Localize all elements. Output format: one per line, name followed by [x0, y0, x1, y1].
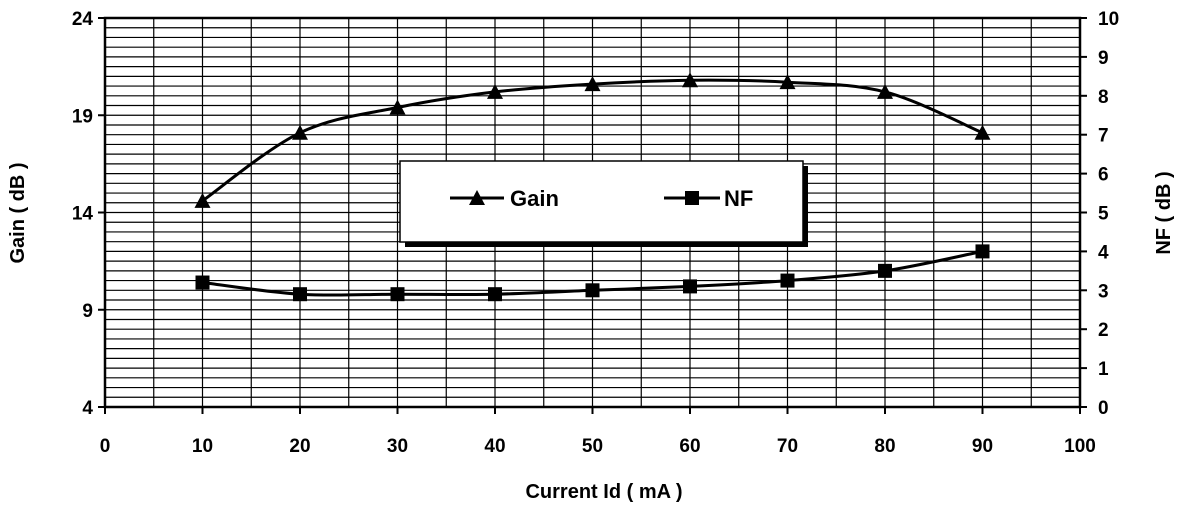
y-tick-label: 9 — [82, 301, 93, 322]
y-axis-title: Gain ( dB ) — [7, 162, 29, 263]
y2-tick-label: 8 — [1098, 87, 1109, 108]
data-point-gain — [389, 99, 406, 115]
legend-nf-label: NF — [724, 186, 753, 211]
legend-box — [399, 160, 804, 243]
y2-tick-label: 3 — [1098, 281, 1109, 302]
x-tick-label: 0 — [100, 436, 111, 457]
x-tick-label: 90 — [972, 436, 993, 457]
x-tick-label: 40 — [484, 436, 505, 457]
data-point-nf — [293, 287, 307, 302]
data-point-nf — [488, 287, 502, 302]
y2-tick-label: 7 — [1098, 126, 1109, 147]
data-point-nf — [390, 287, 405, 302]
data-point-nf — [975, 244, 990, 259]
y2-tick-label: 6 — [1098, 165, 1109, 186]
legend-gain-marker — [469, 190, 485, 205]
y-tick-label: 24 — [72, 9, 94, 30]
data-point-gain — [584, 76, 601, 92]
data-point-gain — [292, 124, 308, 140]
y2-tick-label: 10 — [1098, 9, 1119, 30]
data-point-gain — [779, 74, 796, 90]
x-tick-label: 100 — [1064, 436, 1096, 457]
y2-tick-label: 1 — [1098, 359, 1109, 380]
data-point-gain — [877, 83, 893, 99]
y2-axis-title: NF ( dB ) — [1153, 171, 1175, 254]
x-tick-label: 80 — [874, 436, 895, 457]
x-tick-label: 60 — [679, 436, 700, 457]
data-point-nf — [878, 263, 892, 278]
x-tick-label: 20 — [289, 436, 310, 457]
data-point-nf — [585, 283, 600, 298]
x-axis-title: Current Id ( mA ) — [525, 481, 682, 503]
legend-gain-label: Gain — [510, 186, 559, 211]
y2-tick-label: 0 — [1098, 398, 1109, 419]
y2-tick-label: 2 — [1098, 320, 1109, 341]
data-point-gain — [194, 192, 211, 208]
x-tick-label: 70 — [777, 436, 798, 457]
y-tick-label: 4 — [82, 398, 93, 419]
data-point-gain — [487, 83, 503, 99]
legend: Gain NF — [399, 160, 808, 247]
data-point-gain — [682, 72, 698, 88]
y-tick-label: 19 — [72, 106, 93, 127]
y2-tick-label: 4 — [1098, 242, 1109, 263]
y2-tick-label: 5 — [1098, 204, 1109, 225]
data-point-nf — [780, 273, 795, 288]
data-point-nf — [195, 275, 210, 290]
legend-nf-marker — [685, 191, 699, 205]
series — [194, 72, 991, 302]
y2-tick-label: 9 — [1098, 48, 1109, 69]
axis-ticks: 0 10 20 30 40 50 60 70 80 90 100 4 9 14 19 24 0 1 2 3 4 5 6 7 8 9… — [72, 9, 1119, 457]
x-tick-label: 10 — [192, 436, 213, 457]
data-point-nf — [683, 279, 697, 294]
x-tick-label: 50 — [582, 436, 603, 457]
x-tick-label: 30 — [387, 436, 408, 457]
data-point-gain — [974, 124, 991, 140]
y-tick-label: 14 — [72, 204, 94, 225]
